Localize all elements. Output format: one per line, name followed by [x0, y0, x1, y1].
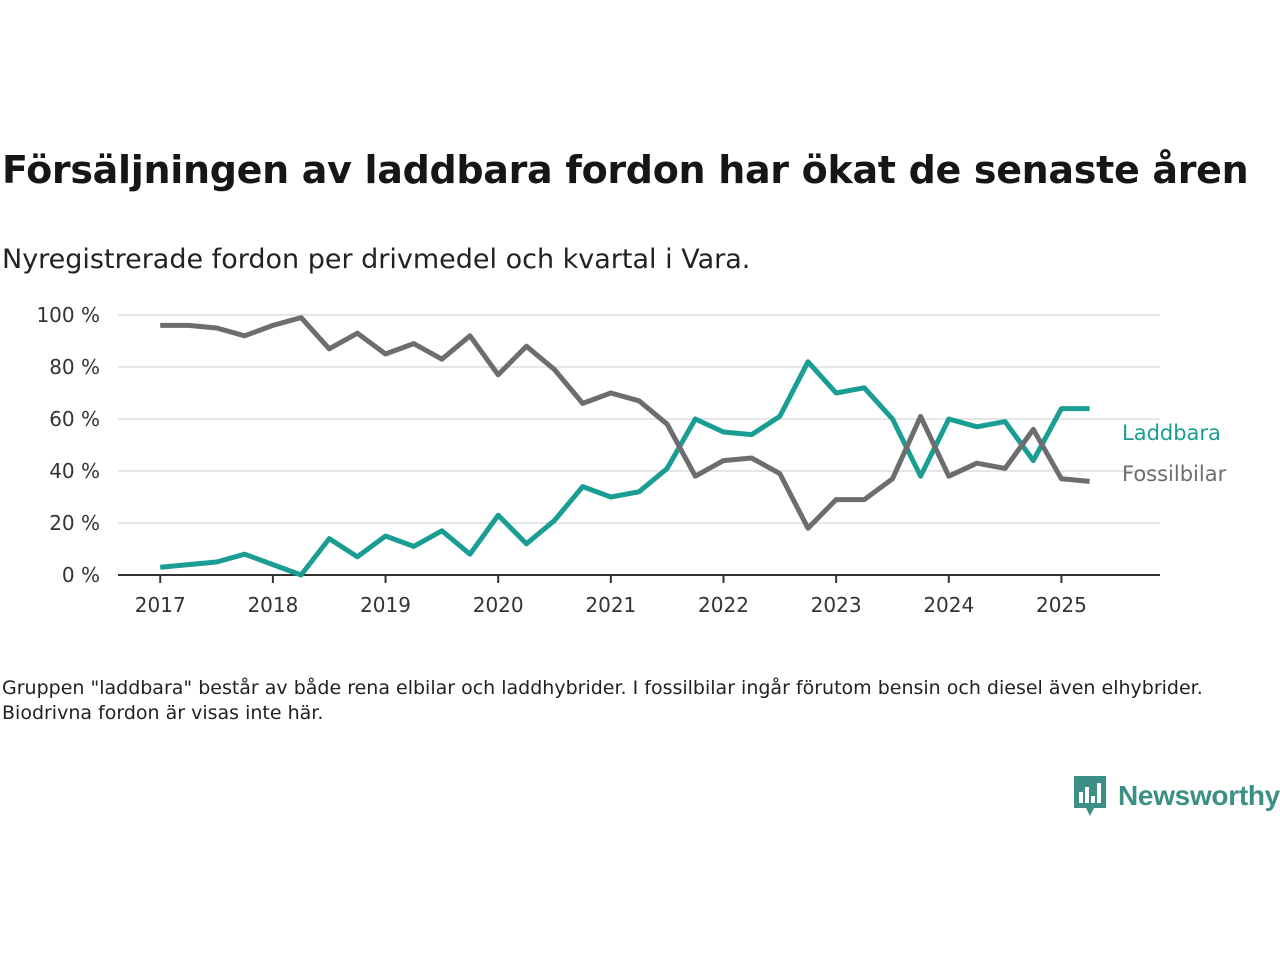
series-line-laddbara — [159, 359, 1090, 578]
x-tick-label: 2019 — [360, 593, 411, 617]
y-tick-label: 0 % — [62, 563, 100, 587]
series-line-fossilbilar — [160, 315, 1090, 531]
x-tick-label: 2017 — [135, 593, 186, 617]
line-chart: 0 % 20 % 40 % 60 % 80 % 100 % 2017 2018 2019 202… — [36, 303, 1227, 617]
x-axis: 2017 2018 2019 2020 2021 2022 2023 2024 2025 — [118, 574, 1160, 617]
y-tick-label: 100 % — [36, 303, 100, 327]
gridlines — [118, 314, 1160, 524]
x-tick-label: 2023 — [811, 593, 862, 617]
x-tick-label: 2022 — [698, 593, 749, 617]
chart-footnote: Gruppen "laddbara" består av både rena e… — [2, 677, 1203, 724]
x-tick-label: 2021 — [585, 593, 636, 617]
y-tick-label: 20 % — [49, 511, 100, 535]
y-tick-label: 40 % — [49, 459, 100, 483]
y-axis-ticks: 0 % 20 % 40 % 60 % 80 % 100 % — [36, 303, 100, 587]
series-label-fossilbilar: Fossilbilar — [1122, 462, 1227, 486]
y-tick-label: 80 % — [49, 355, 100, 379]
series-lines — [159, 315, 1090, 578]
x-tick-label: 2025 — [1036, 593, 1087, 617]
brand-logo: Newsworthy — [1072, 774, 1280, 818]
chart-title: Försäljningen av laddbara fordon har öka… — [2, 148, 1249, 192]
x-tick-label: 2020 — [473, 593, 524, 617]
brand-name: Newsworthy — [1118, 780, 1280, 811]
x-tick-label: 2018 — [247, 593, 298, 617]
series-labels: Laddbara Fossilbilar — [1122, 421, 1227, 486]
bar-chart-speech-bubble-icon — [1074, 776, 1106, 816]
series-label-laddbara: Laddbara — [1122, 421, 1221, 445]
x-tick-label: 2024 — [923, 593, 974, 617]
y-tick-label: 60 % — [49, 407, 100, 431]
chart-subtitle: Nyregistrerade fordon per drivmedel och … — [2, 244, 751, 275]
